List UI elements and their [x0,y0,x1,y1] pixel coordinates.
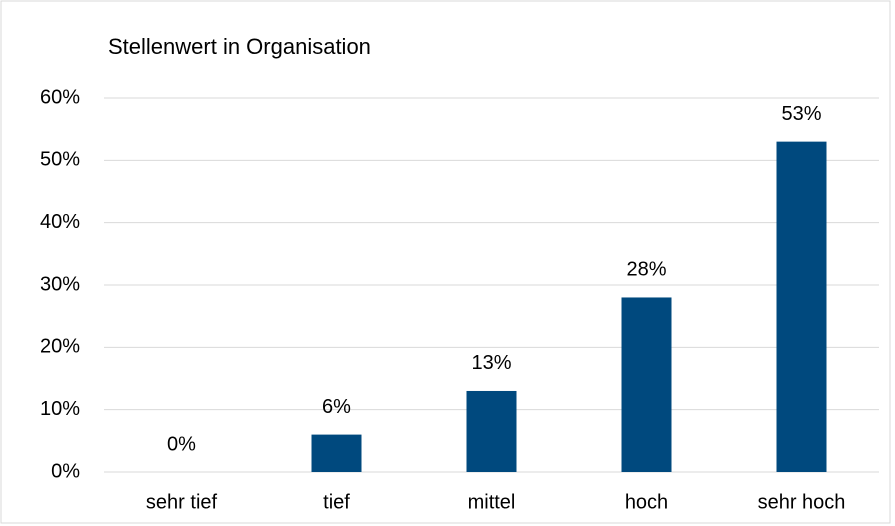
bar [466,390,517,472]
data-label: 0% [167,433,196,455]
y-tick-label: 50% [40,149,80,171]
y-tick-label: 10% [40,398,80,420]
y-tick-label: 40% [40,211,80,233]
bar [776,141,827,472]
chart-title: Stellenwert in Organisation [108,34,371,59]
y-tick-label: 0% [51,460,80,482]
y-tick-label: 20% [40,336,80,358]
bar [621,297,672,472]
data-label: 28% [626,259,666,281]
x-tick-label: mittel [468,491,516,513]
y-tick-label: 30% [40,273,80,295]
y-tick-label: 60% [40,86,80,108]
x-tick-label: tief [323,491,350,513]
x-tick-label: hoch [625,491,668,513]
x-tick-label: sehr tief [146,491,218,513]
data-label: 53% [781,103,821,125]
bar [311,434,362,472]
data-label: 6% [322,396,351,418]
data-label: 13% [471,352,511,374]
x-tick-label: sehr hoch [758,491,846,513]
